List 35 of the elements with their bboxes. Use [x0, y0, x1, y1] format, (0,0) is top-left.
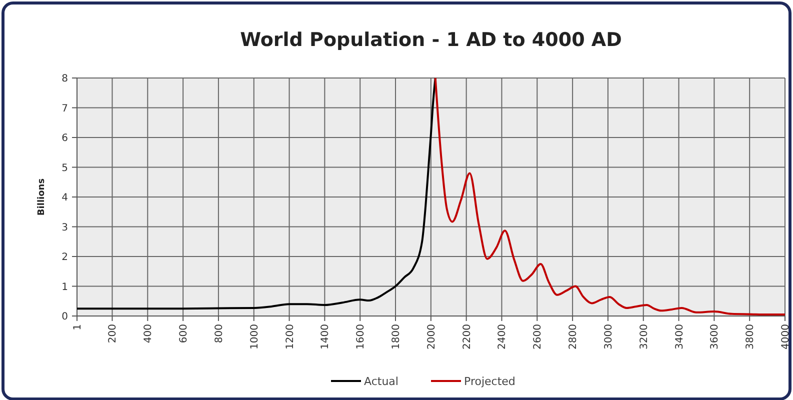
x-tick-label: 600 [178, 324, 190, 344]
x-tick-label: 1 [72, 324, 84, 330]
x-tick-label: 3400 [674, 324, 686, 350]
x-tick-label: 2800 [568, 324, 580, 350]
chart-title: World Population - 1 AD to 4000 AD [240, 29, 622, 51]
legend-label: Actual [364, 374, 398, 388]
x-tick-label: 3200 [638, 324, 650, 350]
legend-label: Projected [464, 374, 516, 388]
y-tick-label: 7 [62, 103, 68, 114]
y-axis-title: Billions [37, 178, 47, 216]
x-tick-label: 2000 [426, 324, 438, 350]
x-tick-label: 3000 [603, 324, 614, 350]
y-tick-label: 5 [62, 162, 68, 174]
x-tick-label: 2400 [497, 324, 508, 350]
x-tick-label: 200 [108, 324, 119, 344]
x-tick-label: 4000 [780, 324, 792, 350]
x-tick-label: 1200 [284, 324, 296, 350]
y-tick-label: 2 [62, 252, 68, 263]
x-tick-label: 1400 [320, 324, 332, 350]
x-tick-label: 1000 [249, 324, 260, 350]
y-tick-label: 8 [62, 74, 68, 84]
x-tick-label: 2200 [462, 324, 473, 350]
y-tick-label: 1 [62, 282, 68, 293]
x-tick-label: 2600 [532, 324, 544, 350]
x-tick-label: 800 [214, 324, 225, 344]
y-tick-label: 6 [62, 133, 68, 144]
x-tick-label: 1800 [391, 324, 402, 350]
y-tick-label: 3 [62, 222, 68, 234]
x-tick-label: 3600 [710, 324, 721, 350]
y-tick-label: 4 [62, 192, 68, 204]
x-tick-label: 3800 [745, 324, 756, 350]
y-tick-label: 0 [62, 312, 68, 322]
x-tick-label: 1600 [356, 324, 367, 350]
x-tick-label: 400 [143, 324, 154, 344]
line-series [76, 77, 436, 310]
